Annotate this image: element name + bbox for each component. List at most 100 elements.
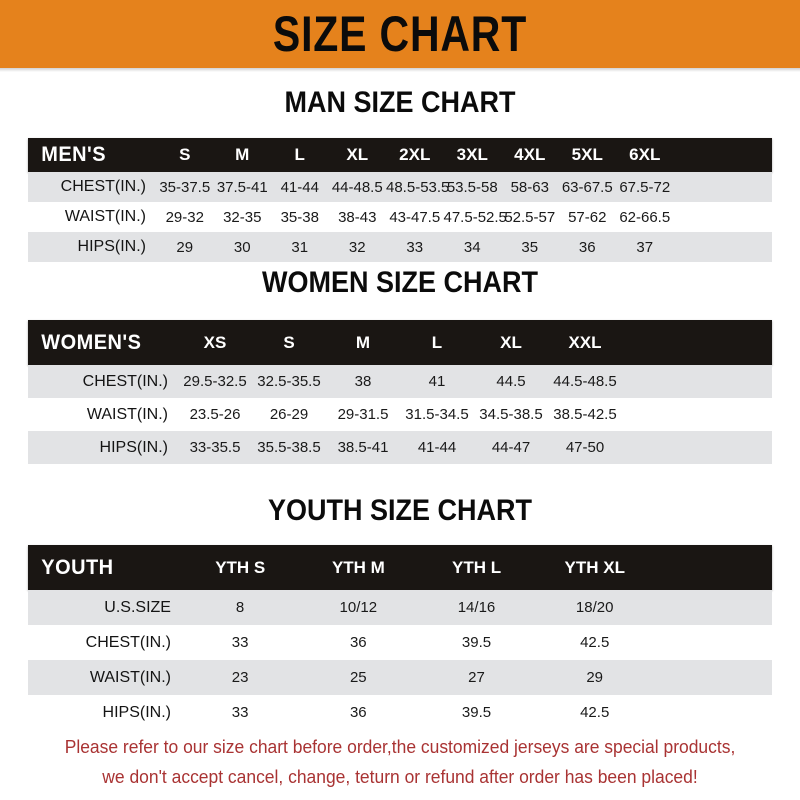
column-header-man-8: 6XL <box>629 145 661 164</box>
column-header-women-1: S <box>283 332 295 352</box>
cell-man-0-8: 67.5-72 <box>619 178 671 196</box>
cell-man-1-8: 62-66.5 <box>619 208 671 226</box>
cell-women-2-5: 47-50 <box>565 439 605 456</box>
cell-man-2-1: 30 <box>233 238 251 256</box>
size-table-youth: YOUTH YTH S YTH M YTH L YTH XL U.S.SIZE 8 10/12… <box>28 545 772 730</box>
table-header-label-youth: YOUTH <box>41 555 114 579</box>
table-row: WAIST(IN.) 29-32 32-35 35-38 38-43 43-47.5 47.… <box>28 202 772 232</box>
cell-women-1-2: 29-31.5 <box>337 406 389 423</box>
column-header-man-1: M <box>235 145 250 164</box>
banner-shadow <box>0 68 800 72</box>
column-header-women-5: XXL <box>568 332 602 352</box>
table-row: HIPS(IN.) 33-35.5 35.5-38.5 38.5-41 41-44 44-… <box>28 431 772 464</box>
page-title: SIZE CHART <box>272 6 528 62</box>
cell-women-0-5: 44.5-48.5 <box>553 373 617 390</box>
cell-women-1-3: 31.5-34.5 <box>405 406 469 423</box>
column-header-youth-0: YTH S <box>215 557 266 577</box>
cell-youth-3-2: 39.5 <box>461 704 492 721</box>
cell-youth-1-0: 33 <box>231 634 249 651</box>
cell-youth-2-1: 25 <box>349 669 367 686</box>
column-header-man-3: XL <box>346 145 369 164</box>
cell-man-2-2: 31 <box>291 238 309 256</box>
column-header-women-0: XS <box>203 332 227 352</box>
cell-man-2-3: 32 <box>348 238 366 256</box>
row-label-youth-0: U.S.SIZE <box>104 598 171 616</box>
cell-women-1-5: 38.5-42.5 <box>553 406 617 423</box>
cell-youth-2-3: 29 <box>586 669 604 686</box>
row-label-women-1: WAIST(IN.) <box>86 405 168 423</box>
cell-women-1-4: 34.5-38.5 <box>479 406 543 423</box>
cell-man-2-4: 33 <box>406 238 424 256</box>
cell-man-1-7: 57-62 <box>568 208 607 226</box>
cell-man-0-2: 41-44 <box>280 178 319 196</box>
column-header-youth-2: YTH L <box>452 557 502 577</box>
cell-youth-3-3: 42.5 <box>580 704 610 721</box>
table-row: HIPS(IN.) 29 30 31 32 33 34 35 36 37 <box>28 232 772 262</box>
cell-youth-0-1: 10/12 <box>339 599 378 616</box>
size-table-man: MEN'S S M L XL 2XL 3XL 4XL 5XL 6XL CHEST(IN.) 35-37… <box>28 138 772 262</box>
table-row: HIPS(IN.) 33 36 39.5 42.5 <box>28 695 772 730</box>
column-header-man-0: S <box>179 145 191 164</box>
cell-women-2-2: 38.5-41 <box>337 439 389 456</box>
cell-man-2-0: 29 <box>176 238 194 256</box>
row-label-women-0: CHEST(IN.) <box>82 372 168 390</box>
cell-youth-2-0: 23 <box>231 669 249 686</box>
cell-women-0-3: 41 <box>428 373 446 390</box>
cell-man-1-1: 32-35 <box>223 208 262 226</box>
row-label-youth-1: CHEST(IN.) <box>85 633 171 651</box>
cell-women-2-4: 44-47 <box>491 439 531 456</box>
section-title-man: MAN SIZE CHART <box>284 86 516 119</box>
cell-man-1-2: 35-38 <box>280 208 319 226</box>
row-label-youth-3: HIPS(IN.) <box>102 703 171 721</box>
table-row: CHEST(IN.) 35-37.5 37.5-41 41-44 44-48.5 48.5… <box>28 172 772 202</box>
cell-man-0-5: 53.5-58 <box>446 178 498 196</box>
table-row: WAIST(IN.) 23.5-26 26-29 29-31.5 31.5-34.5 34… <box>28 398 772 431</box>
size-table-women: WOMEN'S XS S M L XL XXL CHEST(IN.) 29.5-32.5 32.5… <box>28 320 772 464</box>
table-header-row-youth: YOUTH YTH S YTH M YTH L YTH XL <box>28 545 772 590</box>
row-label-youth-2: WAIST(IN.) <box>89 668 171 686</box>
column-header-women-2: M <box>355 332 371 352</box>
cell-women-1-0: 23.5-26 <box>189 406 241 423</box>
cell-man-1-5: 47.5-52.5 <box>443 208 507 226</box>
cell-youth-3-1: 36 <box>349 704 367 721</box>
footer-note-line-1: Please refer to our size chart before or… <box>64 737 736 757</box>
column-header-women-3: L <box>431 332 443 352</box>
column-header-man-5: 3XL <box>456 145 488 164</box>
cell-women-2-3: 41-44 <box>417 439 457 456</box>
cell-women-1-1: 26-29 <box>269 406 309 423</box>
cell-man-0-7: 63-67.5 <box>561 178 613 196</box>
cell-women-0-0: 29.5-32.5 <box>183 373 247 390</box>
column-header-women-4: XL <box>500 332 522 352</box>
table-header-label-man: MEN'S <box>41 143 107 166</box>
column-header-youth-3: YTH XL <box>564 557 625 577</box>
column-header-man-6: 4XL <box>514 145 546 164</box>
table-row: WAIST(IN.) 23 25 27 29 <box>28 660 772 695</box>
cell-youth-3-0: 33 <box>231 704 249 721</box>
row-label-man-1: WAIST(IN.) <box>64 208 146 225</box>
cell-women-0-2: 38 <box>354 373 372 390</box>
cell-man-0-0: 35-37.5 <box>159 178 211 196</box>
cell-women-2-0: 33-35.5 <box>189 439 241 456</box>
column-header-man-2: L <box>294 145 305 164</box>
cell-man-2-7: 36 <box>578 238 596 256</box>
section-title-women: WOMEN SIZE CHART <box>262 266 538 299</box>
cell-youth-0-2: 14/16 <box>457 599 496 616</box>
section-title-youth: YOUTH SIZE CHART <box>267 494 533 527</box>
cell-man-1-3: 38-43 <box>338 208 377 226</box>
table-row: CHEST(IN.) 33 36 39.5 42.5 <box>28 625 772 660</box>
cell-man-0-6: 58-63 <box>510 178 549 196</box>
cell-women-2-1: 35.5-38.5 <box>257 439 321 456</box>
cell-man-1-0: 29-32 <box>165 208 204 226</box>
cell-youth-1-2: 39.5 <box>461 634 492 651</box>
cell-women-0-1: 32.5-35.5 <box>257 373 321 390</box>
footer-note-line-2: we don't accept cancel, change, teturn o… <box>102 767 698 787</box>
cell-man-2-6: 35 <box>521 238 539 256</box>
cell-youth-0-0: 8 <box>235 599 245 616</box>
cell-man-0-4: 48.5-53.5 <box>386 178 450 196</box>
cell-youth-0-3: 18/20 <box>575 599 614 616</box>
column-header-man-7: 5XL <box>571 145 603 164</box>
cell-youth-1-1: 36 <box>349 634 367 651</box>
cell-man-2-5: 34 <box>463 238 481 256</box>
page-banner: SIZE CHART <box>0 0 800 68</box>
